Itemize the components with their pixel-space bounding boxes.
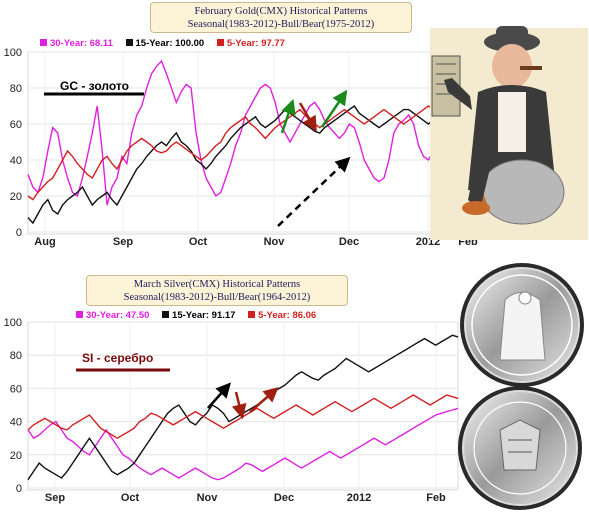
silver-y-tick-labels: 0 20 40 60 80 100	[4, 317, 22, 495]
gold-series-group	[27, 59, 469, 225]
gold-series-30year-line	[27, 59, 469, 206]
gold-x-tick-labels: Aug Sep Oct Nov Dec 2012 Feb	[34, 236, 478, 248]
silver-legend-value-5: 86.06	[292, 310, 317, 321]
silver-x-tick-label: Sep	[45, 492, 65, 504]
silver-legend-name-30: 30-Year	[86, 310, 120, 321]
silver-x-tick-label: Dec	[274, 492, 294, 504]
silver-y-tick-label: 40	[10, 417, 22, 429]
silver-y-tick-label: 100	[4, 317, 22, 329]
gold-legend-name-15: 15-Year	[135, 38, 170, 49]
silver-black-arrow	[207, 382, 232, 409]
silver-eagle-coin-front-icon	[460, 263, 584, 387]
gold-x-tick-label: Sep	[113, 236, 133, 248]
gold-y-tick-label: 100	[4, 47, 22, 59]
gold-legend-value-15: 100.00	[175, 38, 205, 49]
gold-legend-value-5: 97.77	[261, 38, 285, 49]
gold-y-tick-label: 0	[16, 227, 22, 239]
gold-legend-value-30: 68.11	[89, 38, 113, 49]
silver-x-tick-labels: Sep Oct Nov Dec 2012 Feb	[45, 492, 446, 504]
silver-legend-swatch-30	[76, 311, 83, 318]
gold-green-arrow-2	[320, 89, 348, 128]
gold-y-tick-label: 80	[10, 83, 22, 95]
gold-legend-name-30: 30-Year	[50, 38, 84, 49]
silver-legend-value-30: 47.50	[125, 310, 150, 321]
silver-x-tick-label: Nov	[197, 492, 219, 504]
silver-legend-swatch-5	[248, 311, 256, 318]
gold-x-tick-label: Nov	[264, 236, 286, 248]
gold-legend-swatch-15	[125, 39, 133, 46]
silver-legend-name-15: 15-Year	[172, 310, 206, 321]
gold-dashed-arrow	[277, 156, 351, 227]
gold-legend-swatch-5	[216, 39, 224, 46]
gold-y-tick-labels: 0 20 40 60 80 100	[4, 47, 22, 239]
gold-legend-name-5: 5-Year	[226, 38, 256, 49]
silver-chart-title: March Silver(CMX) Historical Patterns	[133, 279, 301, 290]
gold-x-tick-label: Aug	[34, 236, 55, 248]
silver-legend-name-5: 5-Year	[258, 310, 287, 321]
silver-annotation-arrows	[207, 382, 279, 420]
silver-x-tick-label: Feb	[426, 492, 446, 504]
banker-cartoon-icon	[430, 26, 588, 240]
silver-legend-swatch-15	[162, 311, 170, 318]
silver-x-tick-label: 2012	[347, 492, 371, 504]
silver-legend-value-15: 91.17	[211, 310, 236, 321]
gold-legend-swatch-30	[40, 39, 47, 46]
gold-series-5year-line	[27, 105, 469, 201]
gold-annotation-arrows	[277, 89, 351, 227]
gold-y-tick-label: 40	[10, 155, 22, 167]
silver-gridlines	[28, 321, 458, 489]
silver-red-arrow-2	[249, 387, 279, 413]
silver-y-tick-label: 0	[16, 483, 22, 495]
gold-chart-annotation: GC - золото	[60, 79, 129, 93]
gold-chart-subtitle: Seasonal(1983-2012)-Bull/Bear(1975-2012)	[187, 19, 375, 30]
silver-y-tick-label: 20	[10, 450, 22, 462]
gold-chart-title-box: February Gold(CMX) Historical Patterns S…	[150, 2, 412, 33]
silver-chart-annotation: SI - серебро	[82, 351, 154, 365]
gold-gridlines	[28, 51, 469, 233]
silver-y-tick-label: 80	[10, 350, 22, 362]
gold-x-tick-label: Oct	[189, 236, 208, 248]
silver-x-tick-label: Oct	[121, 492, 140, 504]
gold-green-arrow-1	[280, 98, 296, 134]
silver-red-arrow-1	[231, 391, 247, 420]
silver-eagle-coin-back-icon	[458, 386, 582, 510]
gold-series-15year-line	[27, 105, 469, 225]
silver-chart-subtitle: Seasonal(1983-2012)-Bull/Bear(1964-2012)	[123, 292, 311, 303]
silver-legend: 30-Year: 47.50 15-Year: 91.17 5-Year: 86…	[76, 310, 316, 321]
gold-chart-title: February Gold(CMX) Historical Patterns	[194, 6, 368, 17]
gold-red-arrow	[298, 102, 317, 132]
gold-y-tick-label: 60	[10, 119, 22, 131]
gold-legend: 30-Year: 68.11 15-Year: 100.00 5-Year: 9…	[40, 38, 285, 49]
gold-y-tick-label: 20	[10, 191, 22, 203]
gold-x-tick-label: Dec	[339, 236, 359, 248]
silver-y-tick-label: 60	[10, 383, 22, 395]
silver-series-30year-line	[27, 407, 459, 481]
silver-chart-title-box: March Silver(CMX) Historical Patterns Se…	[86, 275, 348, 306]
